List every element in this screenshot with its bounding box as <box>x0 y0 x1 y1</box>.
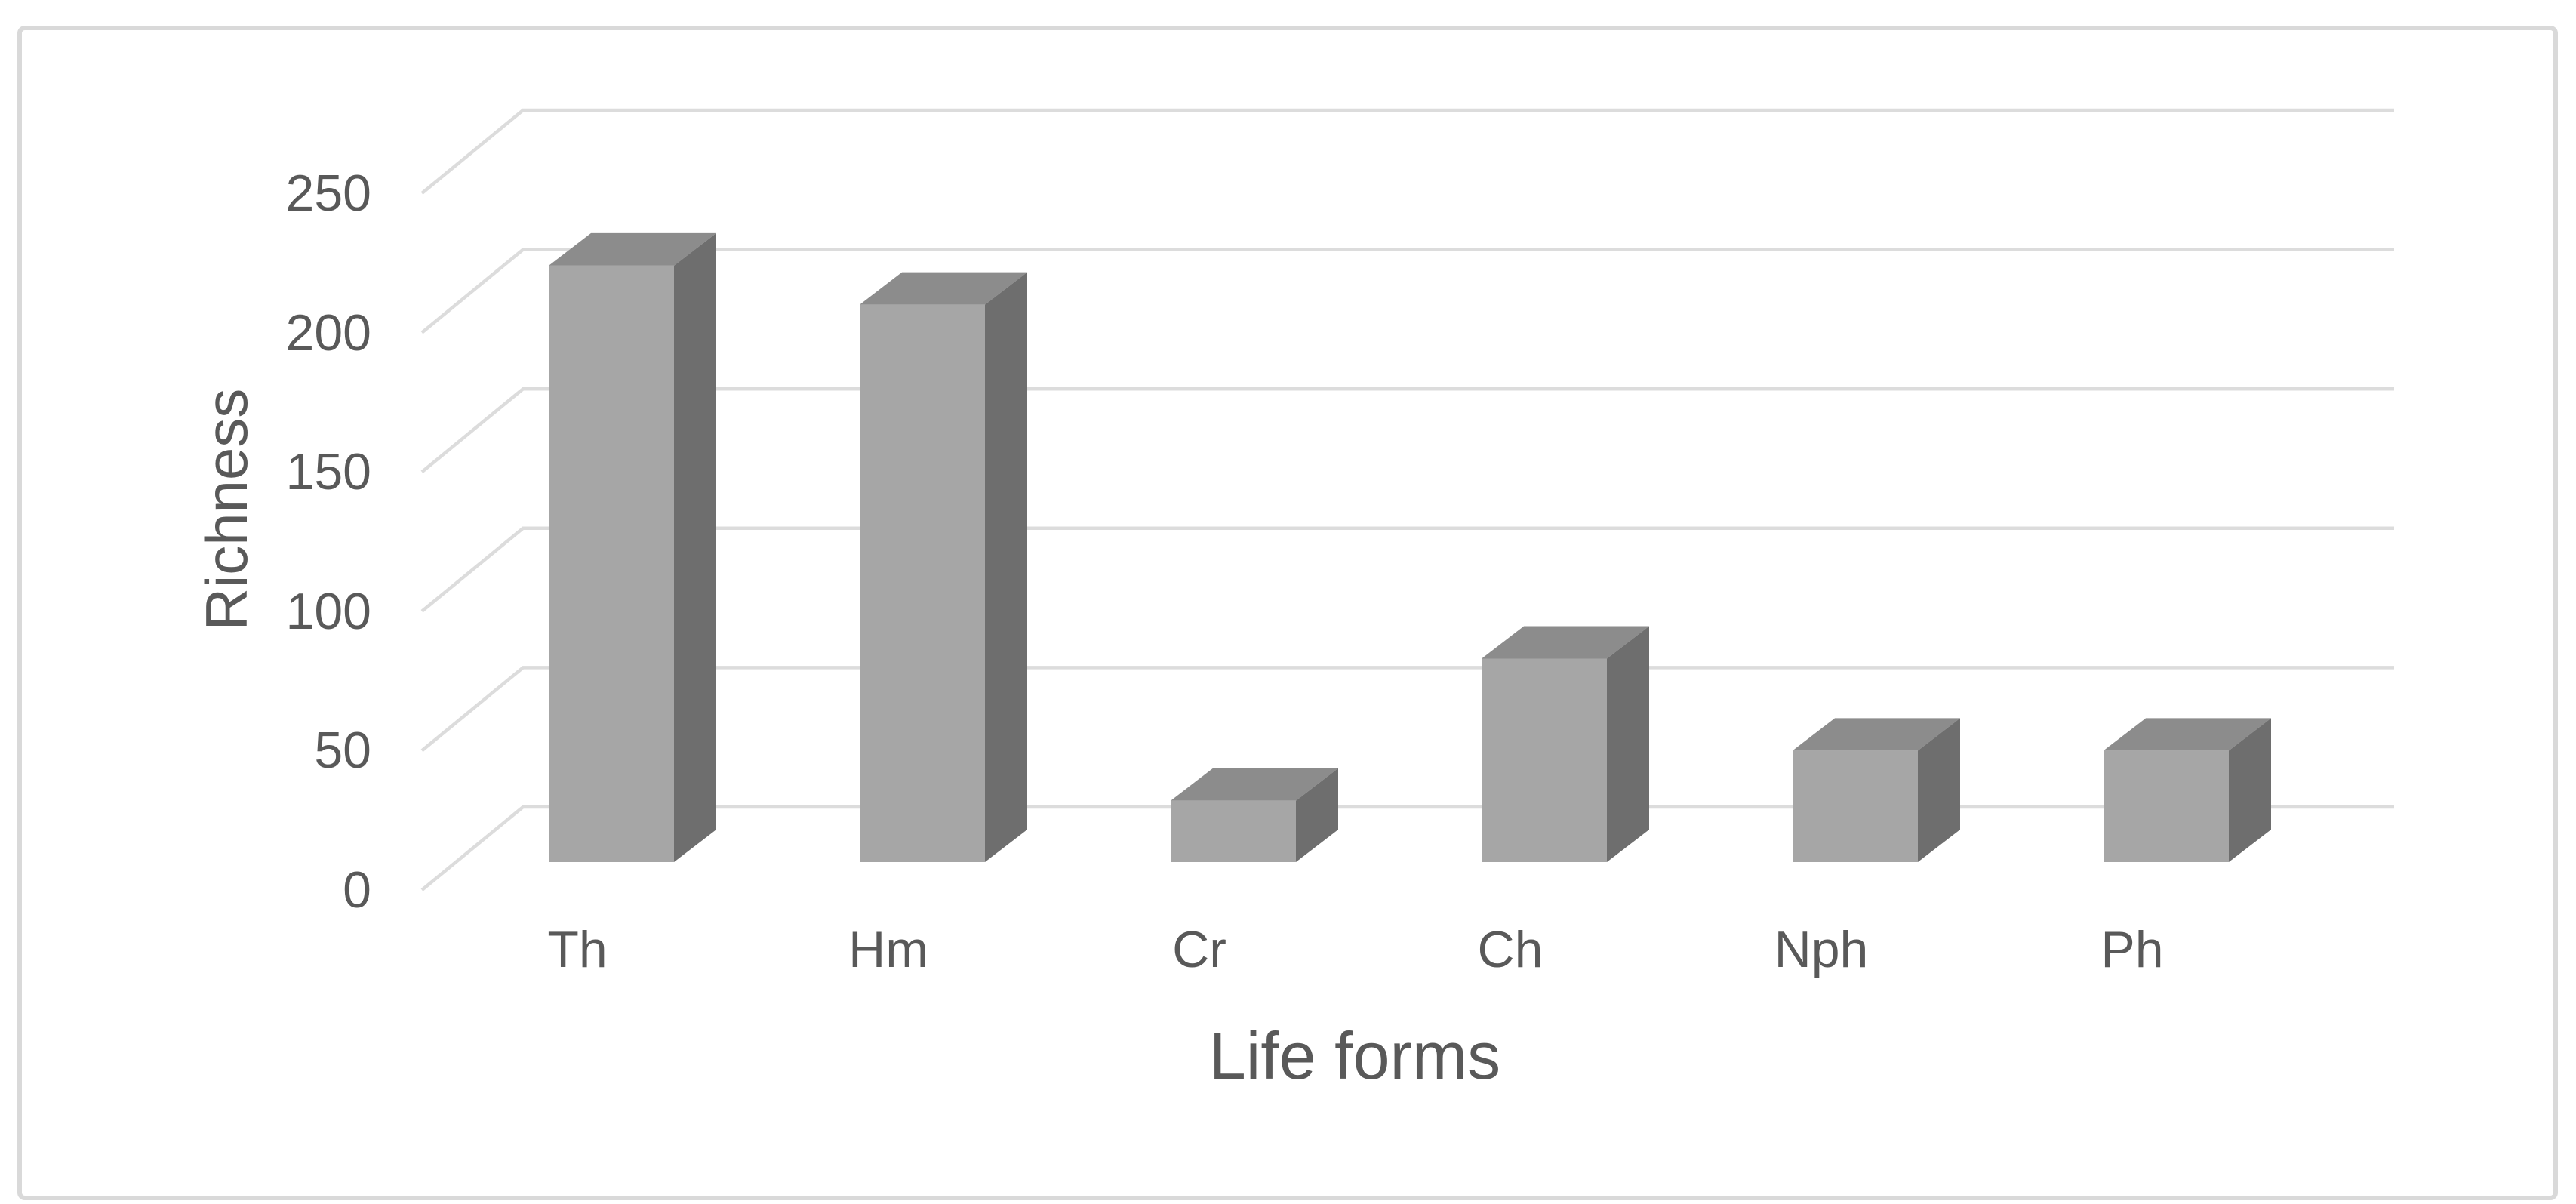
y-tick-label-100: 100 <box>285 583 371 640</box>
x-axis-title: Life forms <box>1208 1018 1501 1093</box>
bar-side-Cr <box>1296 768 1338 862</box>
bar-Th <box>549 265 674 862</box>
bar-top-Ph <box>2104 718 2271 751</box>
bar-Ph <box>2104 750 2229 862</box>
x-category-label-hm: Hm <box>848 921 928 978</box>
y-tick-label-0: 0 <box>343 861 371 919</box>
x-category-label-th: Th <box>547 921 608 978</box>
y-tick-label-200: 200 <box>285 304 371 362</box>
bar-Nph <box>1793 750 1918 862</box>
gridline-150 <box>420 386 2394 473</box>
y-axis-title: Richness <box>193 388 260 631</box>
x-category-label-ph: Ph <box>2101 921 2164 978</box>
gridline-50 <box>420 666 2394 753</box>
y-tick-label-250: 250 <box>285 165 371 222</box>
y-tick-label-150: 150 <box>285 443 371 500</box>
bar-top-Ch <box>1482 626 1649 659</box>
bar-side-Nph <box>1918 718 1960 862</box>
bar-top-Cr <box>1171 768 1338 801</box>
bar-side-Ph <box>2229 718 2271 862</box>
bar-top-Hm <box>860 272 1027 305</box>
gridline-0 <box>420 805 2394 891</box>
x-category-label-ch: Ch <box>1477 921 1543 978</box>
bar-side-Th <box>674 232 716 862</box>
gridline-250 <box>420 108 2394 195</box>
bar-top-Nph <box>1793 718 1960 751</box>
bar-side-Ch <box>1607 626 1649 862</box>
bar-top-Th <box>549 232 716 266</box>
x-category-label-cr: Cr <box>1172 921 1226 978</box>
bar-Ch <box>1482 658 1607 862</box>
x-category-label-nph: Nph <box>1774 921 1869 978</box>
bar-Cr <box>1171 800 1296 862</box>
bar-Hm <box>860 304 985 863</box>
figure-border <box>17 26 2558 1200</box>
gridline-100 <box>420 526 2394 613</box>
gridline-200 <box>420 248 2394 334</box>
bar-side-Hm <box>985 272 1027 863</box>
y-tick-label-50: 50 <box>314 722 371 779</box>
